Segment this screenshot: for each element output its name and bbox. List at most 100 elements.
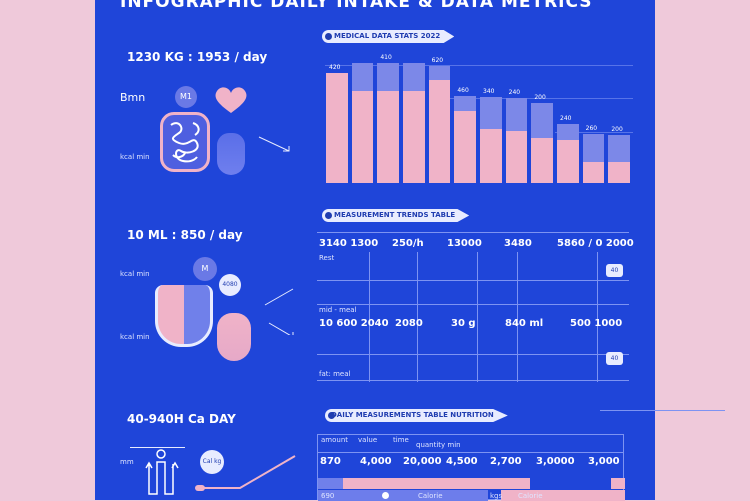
bar [326, 73, 348, 183]
bar-label: 410 [380, 54, 392, 61]
divider [130, 447, 185, 448]
kidney-icon [217, 313, 251, 361]
bar-label: 200 [611, 126, 623, 133]
bar-label: 340 [483, 88, 495, 95]
bar-chart: 420 410 620 460 340 240 200 240 260 200 [325, 53, 633, 183]
page-title: INFOGRAPHIC DAILY INTAKE & DATA METRICS [120, 0, 593, 12]
bar [557, 124, 579, 183]
drop-icon [217, 133, 245, 175]
bar-segment-pink [531, 138, 553, 183]
bar-segment-pink [557, 140, 579, 183]
cell: 20,000 [403, 456, 442, 467]
cell: 250/h [392, 238, 424, 249]
bar-segment-pink [454, 111, 476, 183]
bar-label: 420 [329, 64, 341, 71]
dot [382, 492, 389, 499]
table-pill-3: DAILY MEASUREMENTS TABLE NUTRITION [325, 409, 508, 422]
cell: 500 1000 [570, 318, 623, 329]
header: value [358, 436, 378, 444]
header: time [393, 436, 409, 444]
cell: 13000 [447, 238, 482, 249]
stomach-icon [155, 285, 213, 347]
bar-label: 240 [560, 115, 572, 122]
side-label: mid - meal [319, 306, 357, 314]
cell: 870 [320, 456, 341, 467]
cell: 5860 / 0 2000 [557, 238, 634, 249]
label-top-1: Bmn [120, 91, 146, 104]
bar [582, 134, 605, 183]
bar [351, 63, 374, 183]
bar-segment-pink [403, 91, 425, 183]
cell: 690 [321, 492, 335, 500]
row-band [318, 490, 488, 501]
bar [608, 135, 630, 183]
cell: Calorie [418, 492, 443, 500]
side-label: fat: meal [319, 370, 351, 378]
cell: Calorie [518, 492, 543, 500]
chart-pill: MEDICAL DATA STATS 2022 [322, 30, 455, 43]
cell: 3140 1300 [319, 238, 379, 249]
badge-1: M1 [175, 86, 197, 108]
bar [403, 63, 425, 183]
heart-icon [215, 87, 247, 113]
badge-3: Cal kg [200, 450, 224, 474]
bar [531, 103, 553, 183]
label-bottom-1: kcal min [120, 153, 150, 161]
nutrition-table: amount value time quantity min 870 4,000… [317, 434, 625, 501]
bar-segment-pink [351, 91, 374, 183]
row-band [611, 478, 625, 489]
measurement-grid: 3140 1300 250/h 13000 3480 5860 / 0 2000… [317, 232, 634, 382]
bar [505, 98, 528, 183]
cell: 2,700 [490, 456, 522, 467]
table-pill-2: MEASUREMENT TRENDS TABLE [322, 209, 470, 222]
bar [428, 66, 451, 183]
bar-segment-pink [505, 131, 528, 183]
label-bottom-2: kcal min [120, 333, 150, 341]
arrow-icon [258, 136, 290, 152]
bar [377, 63, 399, 183]
bar-label: 240 [508, 89, 521, 96]
label-top-2: kcal min [120, 270, 150, 278]
bar-segment-pink [326, 73, 348, 183]
cell: 30 g [451, 318, 476, 329]
cell: 840 ml [505, 318, 544, 329]
cell: 4,500 [446, 456, 478, 467]
bar [480, 97, 502, 183]
divider [600, 410, 725, 411]
bar-label: 200 [534, 94, 546, 101]
row-band [343, 478, 530, 489]
header: amount [321, 436, 349, 444]
bar-label: 260 [585, 125, 598, 132]
bar-segment-pink [377, 91, 399, 183]
label-3: mm [120, 458, 134, 466]
cell: 10 600 2040 [319, 318, 389, 329]
cell: 2080 [395, 318, 423, 329]
bar-segment-pink [582, 162, 605, 183]
bar-label: 460 [457, 87, 469, 94]
bar-segment-pink [428, 80, 451, 183]
stat-2: 10 ML : 850 / day [127, 228, 243, 242]
cell: 3480 [504, 238, 532, 249]
cell: 4,000 [360, 456, 392, 467]
infographic-panel: INFOGRAPHIC DAILY INTAKE & DATA METRICS … [95, 0, 725, 501]
brain-organ-icon [160, 112, 210, 172]
cell: 3,0000 [536, 456, 575, 467]
side-label: Rest [319, 254, 335, 262]
row-band [318, 478, 343, 489]
line-trend-icon [195, 455, 296, 491]
bar-label: 620 [431, 57, 444, 64]
bar-segment-pink [480, 129, 502, 183]
bar-segment-pink [608, 162, 630, 183]
badge: 40 [606, 352, 623, 365]
stat-3: 40-940H Ca DAY [127, 412, 236, 426]
row-band [501, 490, 625, 501]
intestine-icon [145, 449, 179, 495]
badge-2: M [193, 257, 217, 281]
header: quantity min [416, 441, 461, 449]
cell: 3,000 [588, 456, 620, 467]
arrow-icon [264, 288, 294, 335]
stat-1: 1230 KG : 1953 / day [127, 50, 268, 64]
cell: kgs [490, 492, 503, 500]
bar [454, 96, 476, 183]
badge-2b: 4080 [219, 274, 241, 296]
